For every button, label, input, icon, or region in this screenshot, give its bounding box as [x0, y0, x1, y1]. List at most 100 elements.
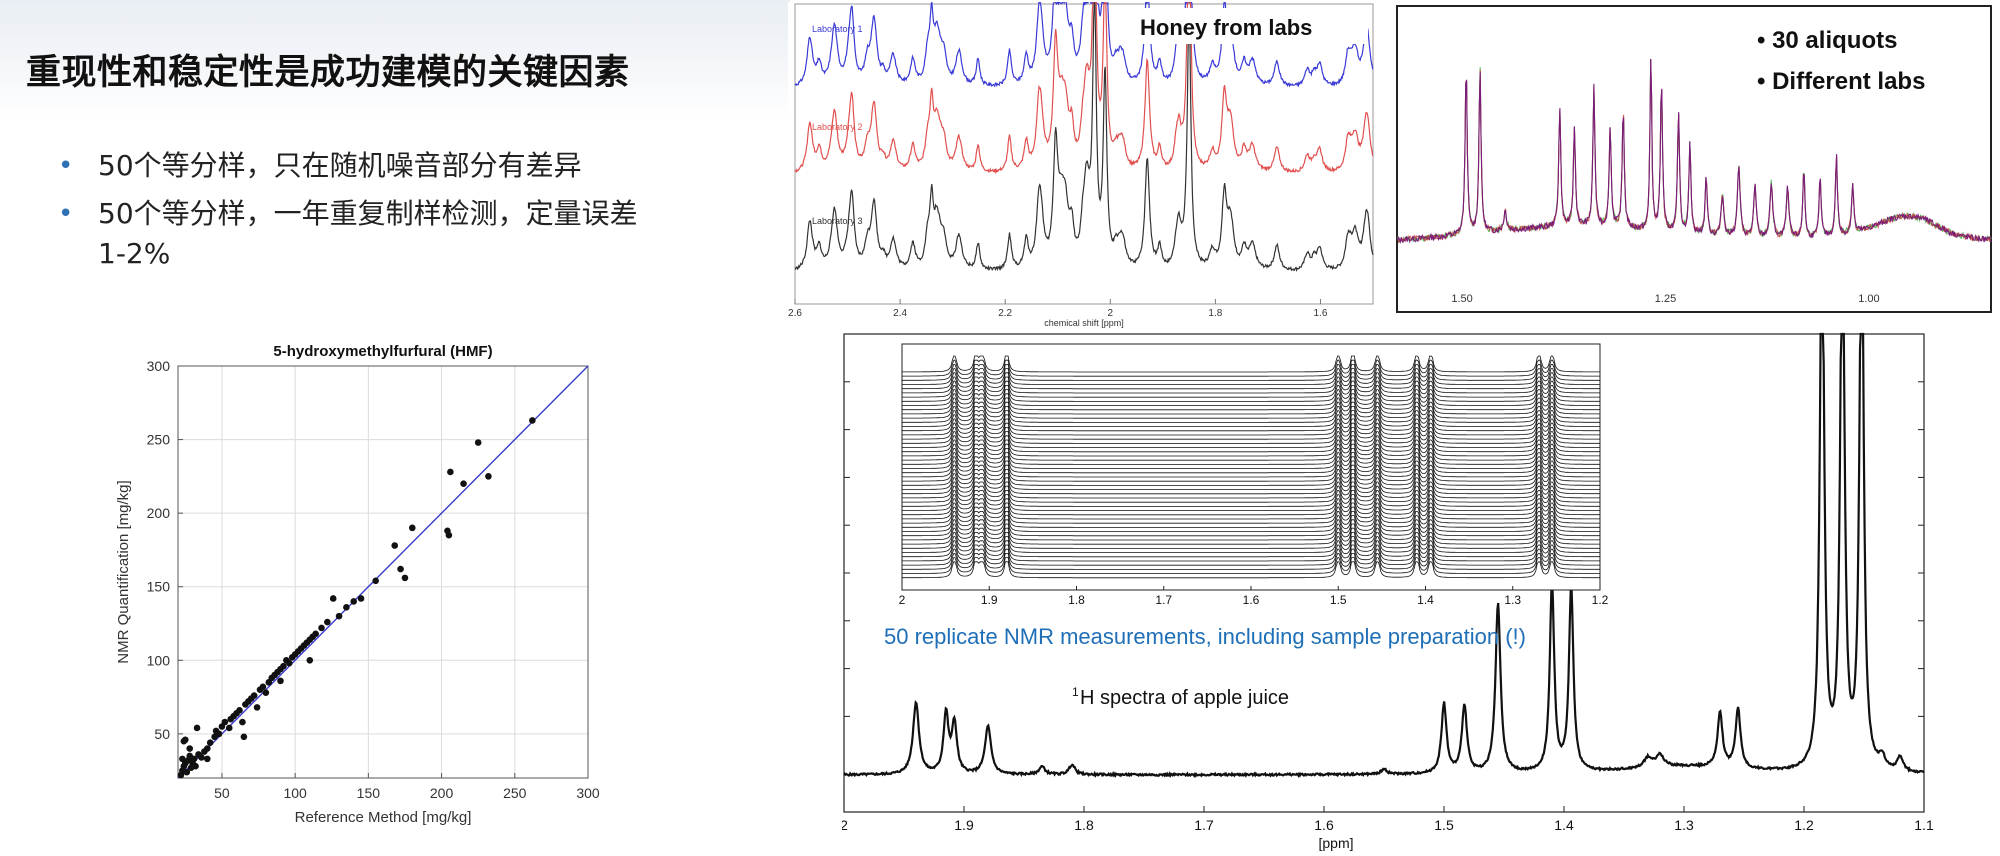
x-axis-label: Reference Method [mg/kg]: [295, 809, 472, 826]
y-tick-label: 50: [154, 726, 170, 742]
replicate-line: [902, 418, 1600, 436]
replicate-line: [902, 553, 1600, 570]
data-point: [198, 754, 205, 761]
replicate-line: [902, 464, 1600, 482]
replicate-line: [902, 498, 1600, 516]
x-tick-label: 300: [576, 785, 600, 801]
data-point: [186, 745, 194, 752]
data-point: [335, 612, 343, 620]
slide-title: 重现性和稳定性是成功建模的关键因素: [26, 53, 630, 93]
x-tick-label: 100: [283, 785, 307, 801]
data-point: [285, 659, 293, 667]
x-tick-label: 2.4: [893, 308, 907, 319]
data-point: [445, 531, 453, 539]
replicate-line: [902, 427, 1600, 444]
plot-frame: [1396, 5, 1992, 313]
data-point: [447, 468, 454, 476]
replicate-line: [902, 561, 1600, 579]
replicate-line: [902, 490, 1600, 507]
hmf-scatter-panel: 5-hydroxymethylfurfural (HMF) 50 100 150 200…: [100, 336, 620, 836]
replicate-line: [902, 506, 1600, 524]
chart-title: 5-hydroxymethylfurfural (HMF): [273, 343, 492, 360]
inset-x-tick-label: 1.8: [1068, 593, 1085, 607]
inset-x-tick-label: 1.4: [1417, 593, 1434, 607]
replicate-line: [902, 523, 1600, 541]
y-tick-label: 200: [147, 505, 171, 521]
replicate-line: [902, 452, 1600, 469]
data-point: [179, 755, 186, 763]
data-point: [262, 689, 270, 696]
x-tick-label: 50: [214, 785, 230, 801]
data-point: [357, 595, 365, 602]
series-label: Laboratory 2: [812, 122, 863, 132]
x-tick-label: 200: [430, 785, 454, 801]
y-tick-label: 100: [147, 652, 171, 668]
replicate-line: [902, 527, 1600, 545]
data-point: [250, 692, 258, 699]
apple-juice-panel: 2 1.9 1.8 1.7 1.6 1.5 1.4 1.3 1.2 1.1 [ppm] 2 1.9 1.8…: [840, 330, 1997, 852]
data-point: [318, 624, 325, 632]
honey-spectra-chart: Laboratory 1 Laboratory 2 Laboratory 3 Hone…: [788, 0, 1374, 328]
replicate-line: [902, 502, 1600, 520]
replicate-line: [902, 511, 1600, 528]
data-point: [408, 524, 416, 532]
annotation-text: 50 replicate NMR measurements, including…: [884, 624, 1526, 649]
x-tick-label: 1.2: [1794, 817, 1814, 833]
replicate-line: [902, 460, 1600, 478]
data-point: [240, 733, 248, 741]
bullet-item: 50个等分样，只在随机噪音部分有差异: [58, 146, 648, 186]
x-tick-label: 1.6: [1314, 308, 1328, 319]
data-point: [253, 704, 261, 711]
spectrum-line: [843, 332, 1925, 779]
data-point: [460, 480, 467, 488]
spectrum-line: [794, 0, 1374, 175]
replicate-line: [902, 364, 1600, 381]
plot-frame: [794, 3, 1374, 305]
data-point: [203, 755, 211, 763]
inset-x-tick-label: 1.9: [981, 593, 998, 607]
aliquots-panel: • 30 aliquots • Different labs 1.50 1.25 1.0…: [1395, 4, 1995, 316]
data-point: [529, 417, 536, 424]
replicate-line: [902, 389, 1600, 406]
data-point: [474, 439, 482, 446]
title-band: [0, 0, 790, 120]
x-axis-label: chemical shift [ppm]: [1044, 318, 1124, 328]
data-point: [485, 473, 492, 480]
replicate-line: [902, 368, 1600, 385]
x-tick-label: 1.4: [1554, 817, 1574, 833]
replicate-line: [902, 439, 1600, 457]
inset-x-tick-label: 1.2: [1592, 593, 1609, 607]
data-point: [372, 577, 379, 585]
replicate-line: [902, 548, 1600, 566]
replicate-line: [902, 355, 1600, 373]
data-point: [324, 618, 331, 626]
replicate-line: [902, 448, 1600, 465]
replicate-line: [902, 481, 1600, 499]
data-point: [239, 718, 246, 726]
inset-x-tick-label: 1.6: [1243, 593, 1260, 607]
data-point: [329, 595, 337, 602]
replicate-line: [902, 519, 1600, 537]
series-label: Laboratory 1: [812, 24, 863, 34]
replicate-line: [902, 544, 1600, 562]
replicate-line: [902, 477, 1600, 495]
spectrum-line: [1396, 58, 1992, 244]
x-tick-label: 2.6: [788, 308, 802, 319]
x-tick-label: 150: [357, 785, 381, 801]
replicate-line: [902, 494, 1600, 511]
inset-x-tick-label: 2: [899, 593, 906, 607]
data-point: [277, 677, 284, 685]
replicate-line: [902, 431, 1600, 448]
data-point: [343, 604, 350, 611]
x-tick-label: 1.00: [1858, 293, 1879, 305]
annotation-text: • 30 aliquots: [1757, 27, 1897, 54]
replicate-line: [902, 359, 1600, 377]
x-tick-label: 1.8: [1208, 308, 1222, 319]
x-tick-label: 2: [1107, 308, 1113, 319]
series-label: Laboratory 3: [812, 216, 863, 226]
x-tick-label: 1.1: [1914, 817, 1934, 833]
replicate-line: [902, 469, 1600, 486]
hmf-scatter-chart: 5-hydroxymethylfurfural (HMF) 50 100 150 200…: [115, 343, 600, 826]
replicate-line: [902, 435, 1600, 453]
replicate-line: [902, 406, 1600, 423]
